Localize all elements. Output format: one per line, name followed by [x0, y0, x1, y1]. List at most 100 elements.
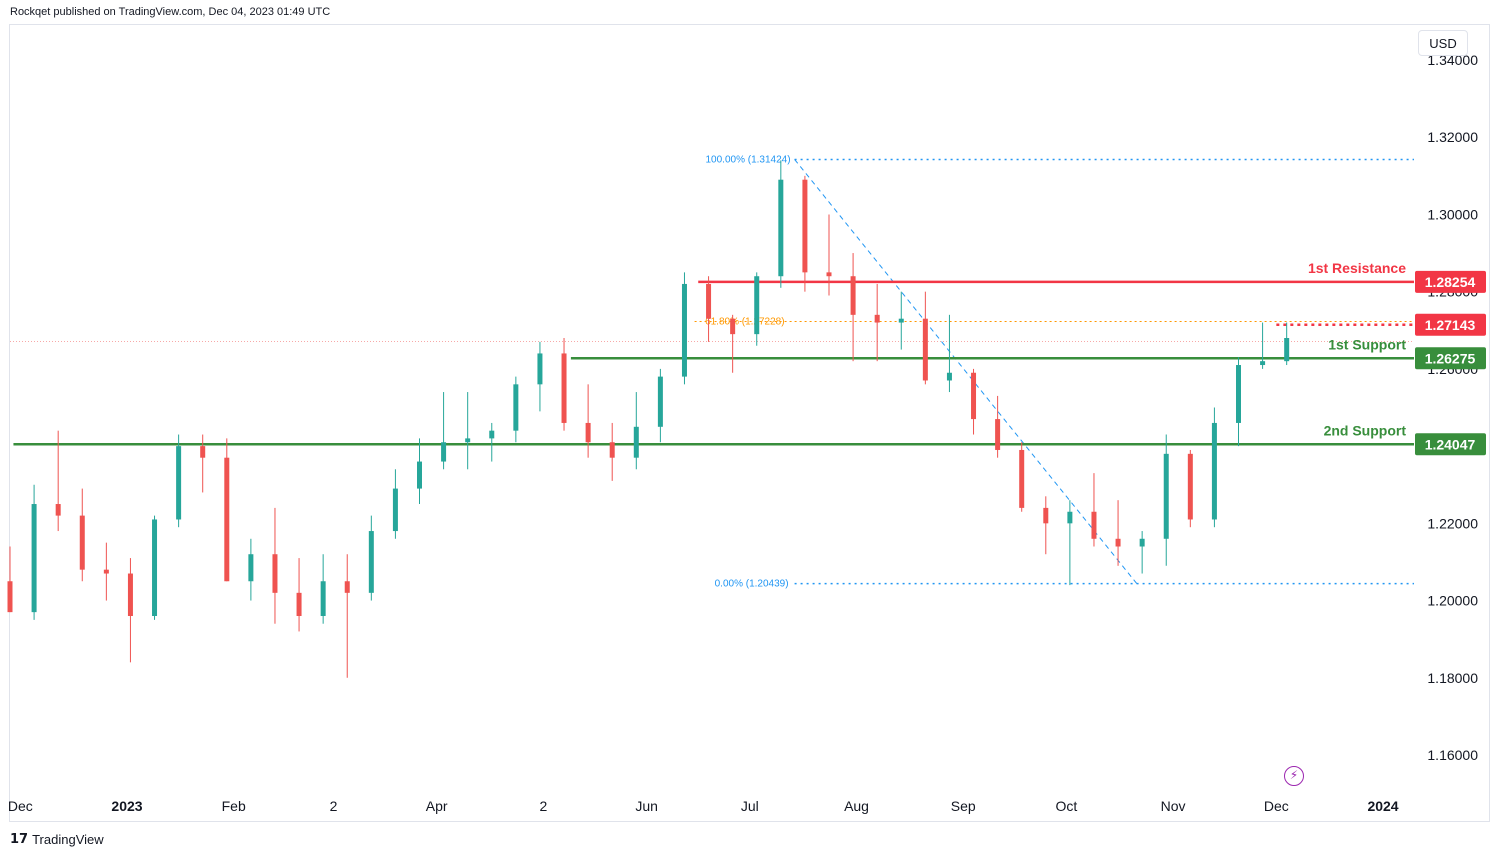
price-tag-text: 1.27143 [1425, 317, 1476, 333]
candle-up [441, 442, 447, 462]
candle-down [127, 573, 133, 616]
x-tick-label: Feb [222, 798, 246, 814]
candle-up [946, 372, 952, 381]
candle-down [344, 581, 350, 593]
x-tick-label: 2 [330, 798, 338, 814]
y-tick-label: 1.16000 [1427, 747, 1478, 763]
candle-down [850, 276, 856, 315]
candle-up [392, 488, 398, 532]
candle-up [1163, 453, 1169, 539]
candle-up [248, 554, 254, 582]
candle-down [561, 353, 567, 423]
currency-button[interactable]: USD [1418, 30, 1468, 56]
candle-up [368, 531, 374, 593]
x-tick-label: Nov [1161, 798, 1186, 814]
candle-down [826, 272, 832, 277]
candle-down [1187, 453, 1193, 520]
x-tick-label: Aug [844, 798, 869, 814]
x-tick-label: Apr [426, 798, 448, 814]
tradingview-logo-text: TradingView [32, 832, 104, 847]
price-tag-text: 1.24047 [1425, 436, 1476, 452]
y-tick-label: 1.18000 [1427, 670, 1478, 686]
chart-frame [9, 24, 1490, 822]
y-axis-ticks: 1.340001.320001.300001.280001.260001.240… [1427, 52, 1478, 763]
x-tick-label: 2024 [1367, 798, 1398, 814]
candle-up [152, 519, 158, 616]
candle-up [537, 353, 543, 385]
candle-down [802, 179, 808, 273]
candle-down [874, 314, 880, 323]
fib-trend-line[interactable] [794, 159, 1138, 584]
fib-100-label: 100.00% (1.31424) [706, 154, 791, 165]
candle-up [1067, 511, 1073, 524]
tradingview-logo: 17 TradingView [10, 832, 104, 847]
candle-up [657, 376, 663, 427]
x-tick-label: 2023 [111, 798, 142, 814]
x-axis-ticks: Dec 2023 Feb 2 Apr 2 Jun Jul Aug Sep Oct Nov Dec 2024 [8, 798, 1399, 814]
candle-up [417, 461, 422, 489]
candle-up [489, 430, 495, 439]
candle-down [224, 457, 230, 582]
x-tick-label: Dec [1264, 798, 1289, 814]
x-tick-label: Jun [635, 798, 658, 814]
candle-up [1139, 538, 1145, 547]
candle-down [1019, 449, 1025, 508]
candle-up [633, 426, 639, 458]
candle-down [1043, 507, 1049, 524]
candle-up [176, 446, 182, 520]
candle-down [730, 318, 736, 335]
candle-up [465, 438, 471, 443]
x-tick-label: Dec [8, 798, 33, 814]
candle-down [1115, 538, 1121, 547]
candle-down [922, 318, 928, 381]
y-tick-label: 1.20000 [1427, 593, 1478, 609]
price-tag-box [1415, 270, 1486, 293]
candle-up [1236, 365, 1241, 423]
candle-up [1260, 361, 1266, 366]
publisher-line: Rockqet published on TradingView.com, De… [10, 6, 331, 18]
candle-down [971, 372, 977, 420]
y-tick-label: 1.22000 [1427, 515, 1478, 531]
tradingview-logo-mark: 17 [10, 832, 29, 847]
price-tag-text: 1.26275 [1425, 350, 1476, 366]
horizontal-levels[interactable]: 1st Resistance 1st Support 2nd Support [10, 260, 1414, 446]
candle-up [320, 581, 326, 616]
x-tick-label: Oct [1056, 798, 1078, 814]
candle-up [754, 276, 760, 335]
candlestick-series [7, 160, 1290, 678]
x-tick-label: 2 [539, 798, 547, 814]
candle-down [103, 569, 109, 574]
y-tick-label: 1.32000 [1427, 129, 1478, 145]
candle-down [995, 419, 1001, 450]
candle-up [778, 179, 784, 277]
x-tick-label: Sep [951, 798, 976, 814]
price-tags: 1.28254 1.27143 1.26275 1.24047 [1415, 270, 1486, 456]
x-tick-label: Jul [741, 798, 759, 814]
candle-up [681, 283, 687, 377]
candle-down [272, 554, 278, 593]
price-tag-box [1415, 313, 1486, 336]
candle-up [31, 504, 37, 613]
price-tag-box [1415, 347, 1486, 370]
support-level-label: 1st Support [1328, 336, 1406, 352]
candle-down [296, 592, 302, 616]
candle-down [585, 422, 591, 443]
candle-up [898, 318, 904, 323]
fib-618-label: 61.80% (1.27228) [705, 316, 785, 327]
candle-down [1091, 511, 1097, 539]
candle-up [1211, 422, 1217, 520]
candle-up [1284, 338, 1290, 362]
resistance-level-label: 1st Resistance [1308, 260, 1406, 276]
price-tag-box [1415, 433, 1486, 456]
lightning-icon[interactable]: ⚡ [1284, 766, 1304, 786]
candle-down [79, 515, 85, 570]
candle-down [706, 283, 712, 319]
y-tick-label: 1.34000 [1427, 52, 1478, 68]
price-tag-text: 1.28254 [1425, 274, 1476, 290]
candle-down [7, 581, 13, 613]
support-level-label: 2nd Support [1324, 422, 1407, 438]
y-tick-label: 1.30000 [1427, 206, 1478, 222]
fib-0-label: 0.00% (1.20439) [715, 579, 789, 590]
fibonacci-retracement[interactable]: 100.00% (1.31424) 0.00% (1.20439) 61.80% (… [694, 154, 1414, 590]
